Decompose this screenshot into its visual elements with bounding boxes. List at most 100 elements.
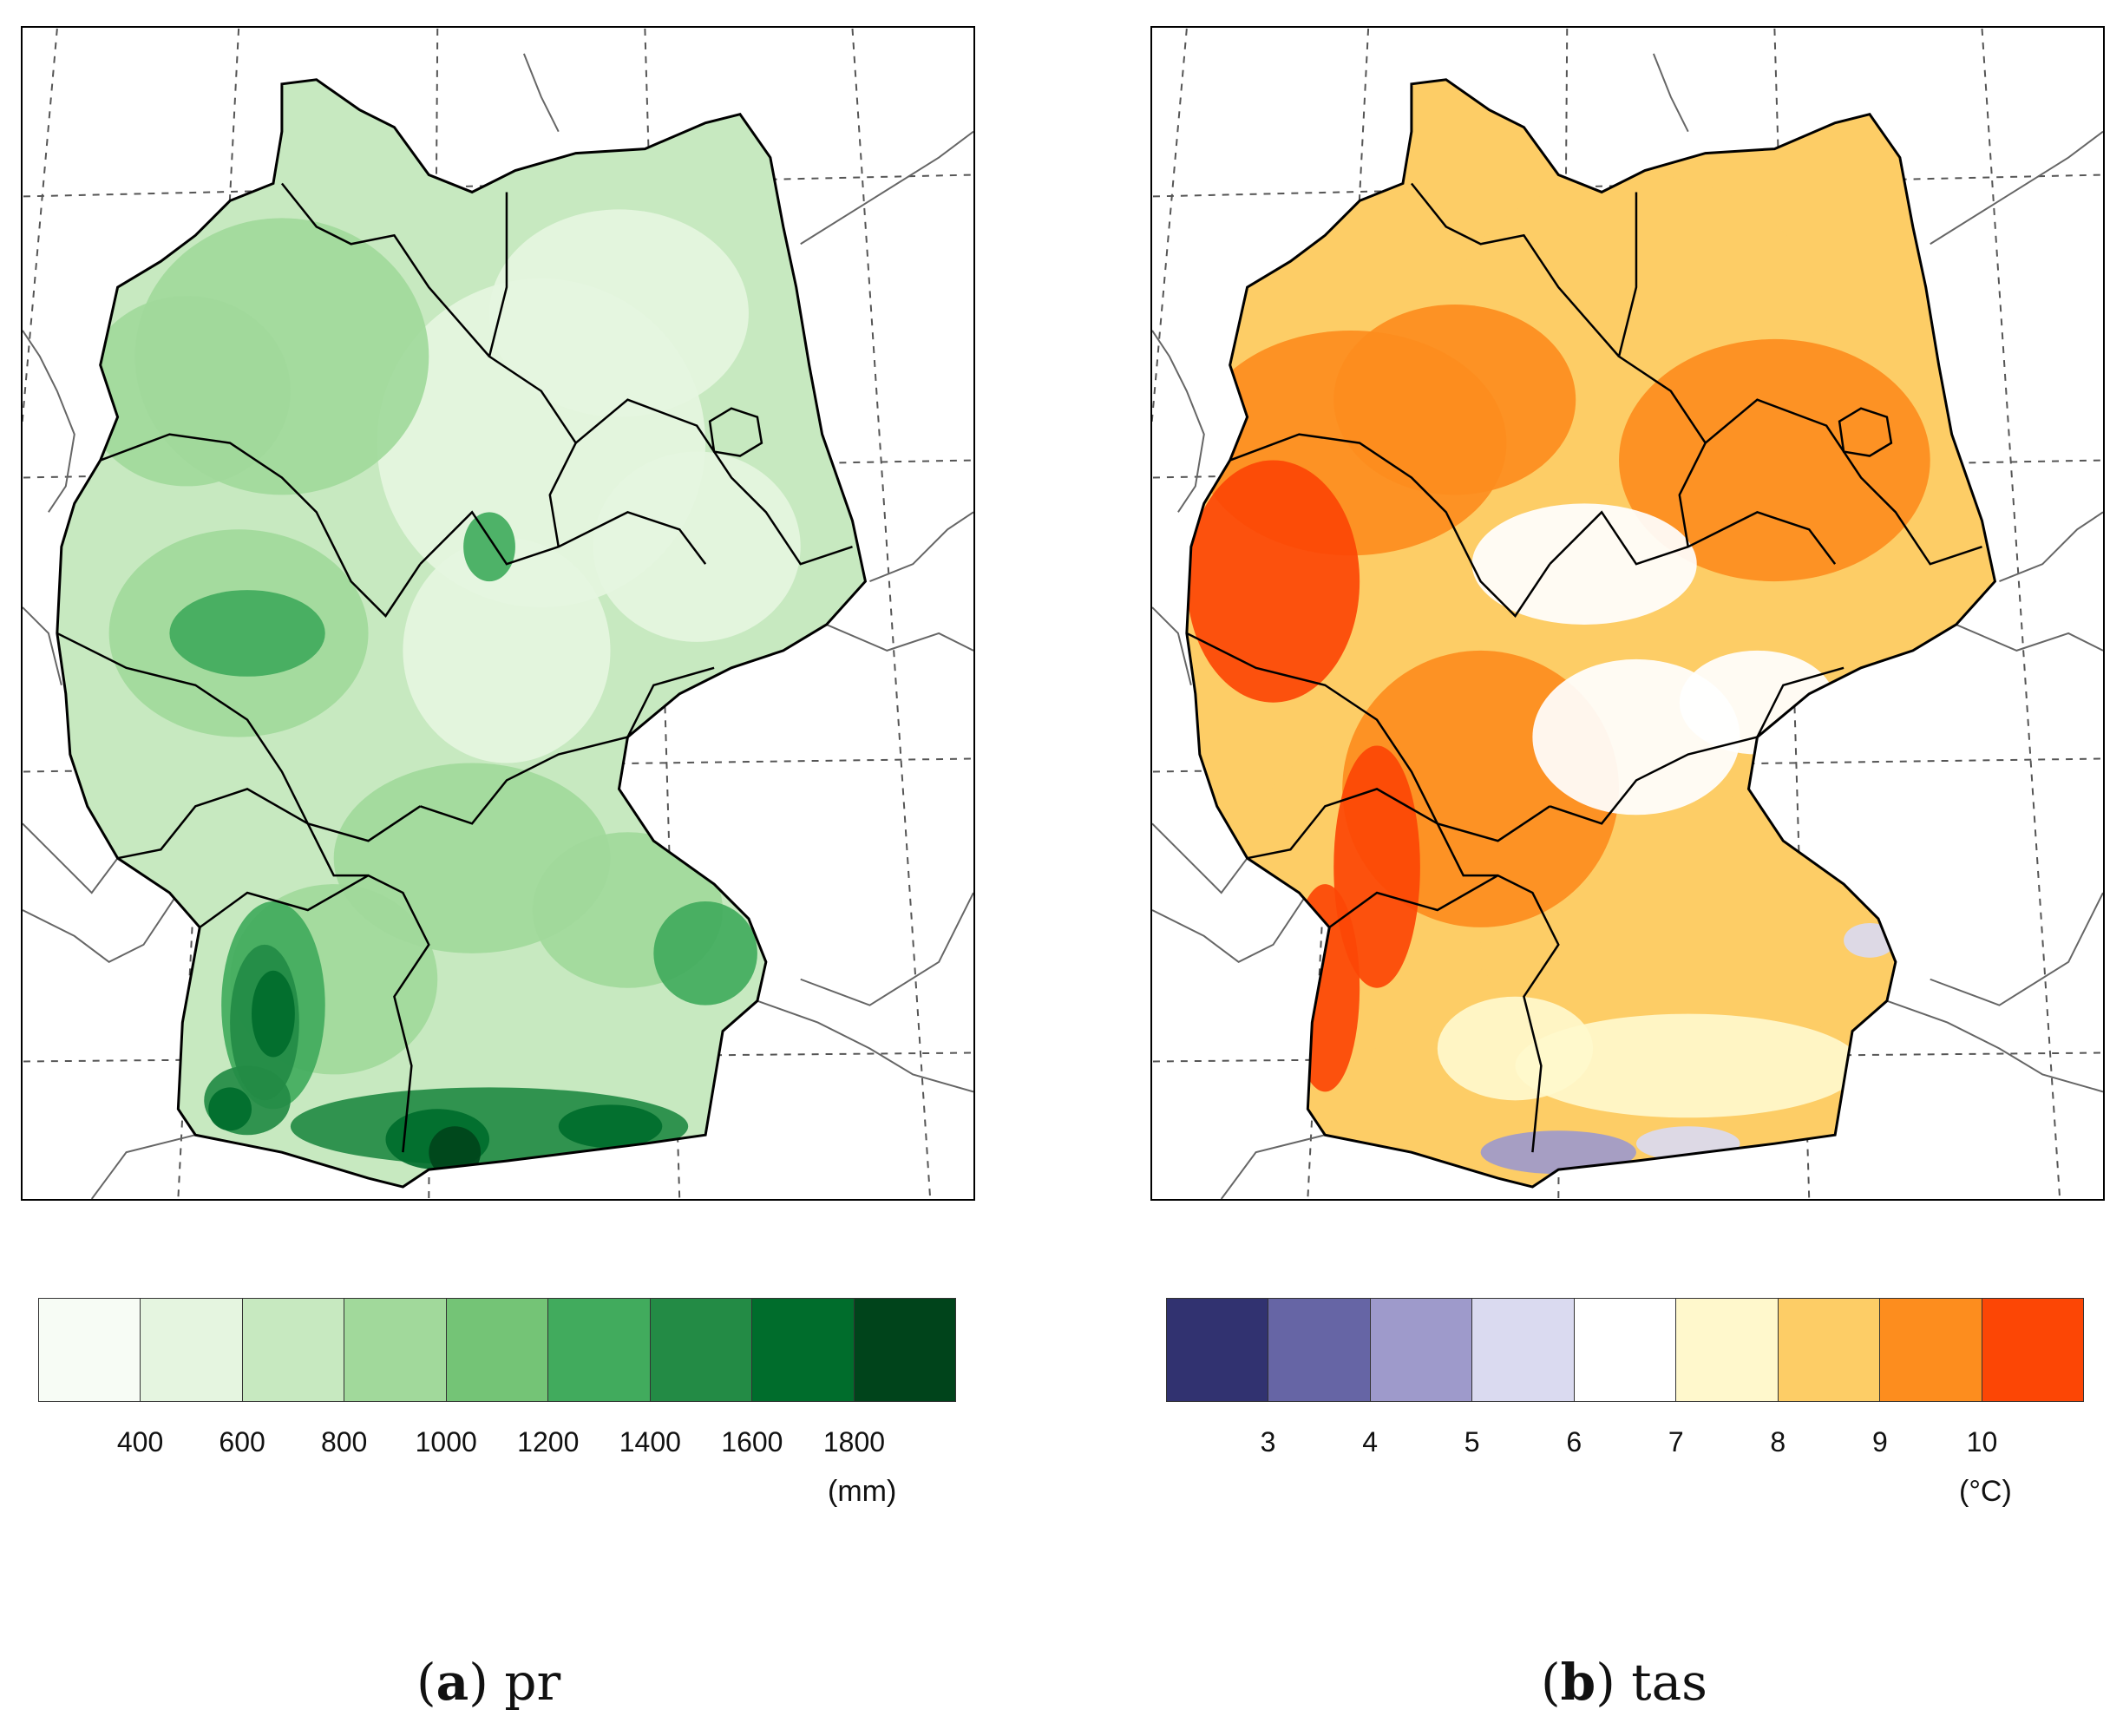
neighbor-border-line <box>23 892 180 963</box>
neighbor-border-line <box>800 130 973 246</box>
state-border-line <box>1410 182 1620 357</box>
state-border-line <box>199 874 430 1153</box>
neighbor-borders <box>1152 53 2103 1199</box>
field-region <box>653 901 757 1006</box>
state-border-line <box>1229 433 1551 618</box>
state-border-line <box>419 736 628 825</box>
colorbar-tick-label: 600 <box>219 1426 265 1458</box>
colorbar-cell <box>446 1299 549 1401</box>
precipitation-unit-label: (mm) <box>828 1475 897 1508</box>
state-border-line <box>1247 788 1438 860</box>
field-region <box>82 296 291 487</box>
field-region <box>1333 305 1576 495</box>
neighbor-border-line <box>1930 130 2103 246</box>
colorbar-cell <box>650 1299 753 1401</box>
field-region <box>558 1104 663 1149</box>
neighbor-border-line <box>1152 822 1248 894</box>
colorbar-tick-label: 1000 <box>415 1426 477 1458</box>
neighbor-border-line <box>1220 1134 1326 1199</box>
neighbor-border-line <box>1930 892 2103 1006</box>
neighbor-borders <box>23 53 973 1199</box>
precipitation-map-svg <box>23 28 973 1199</box>
germany-border <box>56 78 868 1189</box>
colorbar-cell <box>1268 1299 1371 1401</box>
field-region <box>1186 460 1360 703</box>
colorbar-tick-label: 7 <box>1668 1426 1684 1458</box>
colorbar-cell <box>1982 1299 2083 1401</box>
colorbar-tick-label: 400 <box>116 1426 164 1458</box>
colorbar-cell <box>1574 1299 1677 1401</box>
neighbor-border-line <box>23 822 119 894</box>
panel-a-variable: pr <box>504 1653 561 1712</box>
colorbar-cell <box>1676 1299 1779 1401</box>
state-border-line <box>1756 666 1845 738</box>
state-border-line <box>280 182 490 357</box>
field-region <box>208 1087 252 1131</box>
panel-a-caption: (a) pr <box>416 1653 561 1712</box>
field-region <box>1774 715 1845 759</box>
colorbar-cell <box>242 1299 345 1401</box>
precipitation-field <box>56 79 866 1188</box>
colorbar-tick-label: 5 <box>1464 1426 1480 1458</box>
neighbor-border-line <box>1152 330 1205 513</box>
field-region <box>429 1126 482 1179</box>
panel-b-caption: (b) tas <box>1541 1653 1707 1712</box>
field-region <box>252 970 295 1058</box>
colorbar-cell <box>548 1299 651 1401</box>
graticule-line <box>851 28 932 1199</box>
field-region <box>1333 745 1420 988</box>
neighbor-border-line <box>1999 511 2103 583</box>
colorbar-cell <box>344 1299 447 1401</box>
colorbar-cell <box>1778 1299 1881 1401</box>
neighbor-border-line <box>1152 892 1309 963</box>
neighbor-border-line <box>23 606 62 685</box>
neighbor-border-line <box>1956 624 2103 652</box>
germany-border <box>1185 78 1997 1189</box>
temperature-colorbar-ticks: 3 4 5 6 7 8 9 10 <box>1166 1426 2084 1461</box>
colorbar-cell <box>1472 1299 1575 1401</box>
panel-b-letter: b <box>1560 1653 1596 1712</box>
panel-b-variable: tas <box>1631 1653 1707 1712</box>
colorbar-tick-label: 800 <box>320 1426 368 1458</box>
state-border-line <box>1328 874 1560 1153</box>
field-region <box>1471 503 1697 625</box>
panel-temperature: 3 4 5 6 7 8 9 10 (°C) (b) tas <box>1062 0 2123 1736</box>
colorbar-cell <box>141 1299 243 1401</box>
field-region <box>463 512 515 582</box>
colorbar-tick-label: 1400 <box>619 1426 681 1458</box>
colorbar-cell <box>1370 1299 1473 1401</box>
precipitation-map <box>21 26 975 1201</box>
panel-a-letter: a <box>436 1653 469 1712</box>
neighbor-border-line <box>90 1134 196 1199</box>
field-region <box>403 538 611 763</box>
colorbar-tick-label: 10 <box>1966 1426 1998 1458</box>
state-border-line <box>1704 398 1982 566</box>
state-border-line <box>1617 192 1707 547</box>
neighbor-border-line <box>869 511 973 583</box>
colorbar-cell <box>1880 1299 1982 1401</box>
temperature-field <box>1186 79 1995 1188</box>
graticule-line <box>1981 28 2061 1199</box>
precipitation-colorbar <box>38 1298 956 1402</box>
graticule-line <box>1152 28 1188 429</box>
field-region <box>593 451 801 642</box>
colorbar-cell <box>854 1299 955 1401</box>
colorbar-cell <box>39 1299 141 1401</box>
field-region <box>1437 996 1594 1101</box>
state-borders <box>56 78 868 1189</box>
state-border-line <box>574 398 853 566</box>
colorbar-tick-label: 1600 <box>721 1426 783 1458</box>
berlin-border <box>708 407 763 457</box>
state-border-line <box>306 822 369 877</box>
field-region <box>1619 338 1930 582</box>
colorbar-cell <box>1167 1299 1269 1401</box>
state-border-line <box>1549 736 1758 825</box>
neighbor-border-line <box>800 892 973 1006</box>
neighbor-border-line <box>23 330 75 513</box>
field-region <box>1290 884 1360 1092</box>
graticule-line <box>23 28 58 429</box>
temperature-map-svg <box>1152 28 2103 1199</box>
state-border-line <box>626 666 715 738</box>
precipitation-colorbar-ticks: 400 600 800 1000 1200 1400 1600 1800 <box>38 1426 956 1461</box>
panel-precipitation: 400 600 800 1000 1200 1400 1600 1800 (mm) (a) p… <box>0 0 1061 1736</box>
